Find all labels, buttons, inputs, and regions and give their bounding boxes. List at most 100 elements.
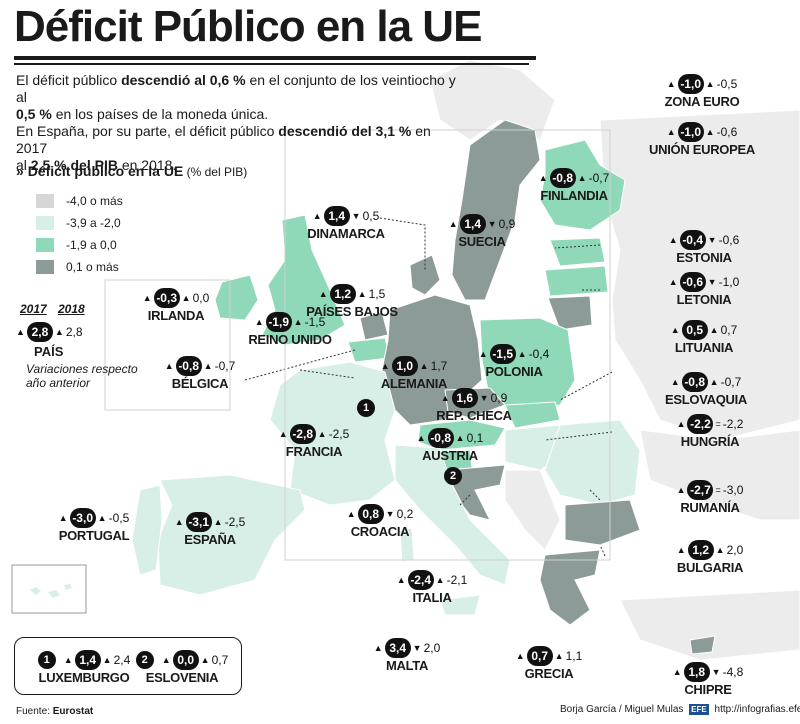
value-2018: 2,0 <box>423 641 441 655</box>
trend-arrow-icon: ▲ <box>142 293 152 303</box>
value-2017-badge: 1,8 <box>683 662 710 682</box>
value-2018: 2,4 <box>113 653 131 667</box>
value-2018: -2,2 <box>722 417 744 431</box>
country-italia: ▲ -2,4 ▲ -2,1 ITALIA <box>362 570 502 605</box>
value-2017-badge: -1,0 <box>677 122 704 142</box>
trend-arrow-icon: = <box>715 419 721 429</box>
country-name: MALTA <box>385 658 429 673</box>
map-spain <box>157 474 306 596</box>
value-2017-badge: 1,6 <box>451 388 478 408</box>
country-bulgaria: ▲ 1,2 ▲ 2,0 BULGARIA <box>640 540 780 575</box>
value-2018: 0,0 <box>192 291 210 305</box>
country-chipre: ▲ 1,8 ▼ -4,8 CHIPRE <box>638 662 778 697</box>
map-latvia <box>544 265 609 297</box>
map-poland <box>479 317 576 411</box>
map-romania <box>544 419 641 506</box>
trend-arrow-icon: ▲ <box>705 79 715 89</box>
country-eslovenia: 2 ▲ 0,0 ▲ 0,7 ESLOVENIA <box>112 650 252 685</box>
trend-arrow-icon: ▲ <box>676 419 686 429</box>
value-2018: -0,7 <box>588 171 610 185</box>
value-2018: -0,5 <box>108 511 130 525</box>
country-marker-number: 1 <box>37 651 56 669</box>
trend-arrow-icon: ▲ <box>63 655 73 665</box>
efe-logo: EFE <box>689 704 709 715</box>
country-países-bajos: ▲ 1,2 ▲ 1,5 PAÍSES BAJOS <box>282 284 422 319</box>
country-name: GRECIA <box>524 666 574 681</box>
trend-arrow-icon: ▲ <box>174 517 184 527</box>
trend-arrow-icon: ▲ <box>312 211 322 221</box>
value-2017-badge: -0,4 <box>679 230 706 250</box>
trend-arrow-icon: ▲ <box>357 289 367 299</box>
value-2018: 0,5 <box>362 209 380 223</box>
trend-arrow-icon: ▲ <box>164 361 174 371</box>
country-zona-euro: ▲ -1,0 ▲ -0,5 ZONA EURO <box>632 74 772 109</box>
country-name: ESLOVAQUIA <box>665 392 747 407</box>
credits: Borja García / Miguel Mulas EFE http://i… <box>560 704 800 715</box>
value-2017-badge: 1,4 <box>74 650 101 670</box>
country-name: ITALIA <box>412 590 452 605</box>
country-grecia: ▲ 0,7 ▲ 1,1 GRECIA <box>479 646 619 681</box>
value-2018: 0,2 <box>396 507 414 521</box>
country-rep-checa: ▲ 1,6 ▼ 0,9 REP. CHECA <box>404 388 544 423</box>
trend-arrow-icon: ▲ <box>478 349 488 359</box>
value-2017-badge: -3,0 <box>69 508 96 528</box>
value-2018: -0,7 <box>214 359 236 373</box>
country-name: REINO UNIDO <box>248 332 332 347</box>
value-2017-badge: -1,9 <box>265 312 292 332</box>
value-2017-badge: 1,2 <box>329 284 356 304</box>
trend-arrow-icon: ▲ <box>380 361 390 371</box>
value-2017-badge: 3,4 <box>384 638 411 658</box>
map-greece <box>539 549 601 626</box>
value-2018: -0,6 <box>718 233 740 247</box>
country-portugal: ▲ -3,0 ▲ -0,5 PORTUGAL <box>24 508 164 543</box>
value-2017-badge: -3,1 <box>185 512 212 532</box>
country-name: SUECIA <box>458 234 506 249</box>
trend-arrow-icon: ▲ <box>515 651 525 661</box>
trend-arrow-icon: ▲ <box>715 545 725 555</box>
value-2017-badge: -0,3 <box>153 288 180 308</box>
trend-arrow-icon: ▼ <box>707 277 717 287</box>
value-2018: -1,5 <box>304 315 326 329</box>
country-name: ALEMANIA <box>380 376 448 391</box>
country-name: LITUANIA <box>674 340 734 355</box>
trend-arrow-icon: ▲ <box>554 651 564 661</box>
value-2017-badge: -0,8 <box>175 356 202 376</box>
country-croacia: ▲ 0,8 ▼ 0,2 CROACIA <box>310 504 450 539</box>
value-2017-badge: 0,0 <box>172 650 199 670</box>
trend-arrow-icon: ▲ <box>181 293 191 303</box>
trend-arrow-icon: ▲ <box>668 235 678 245</box>
trend-arrow-icon: ▲ <box>346 509 356 519</box>
value-2017-badge: -0,8 <box>549 168 576 188</box>
value-2017-badge: -2,4 <box>407 570 434 590</box>
country-name: HUNGRÍA <box>680 434 740 449</box>
trend-arrow-icon: ▲ <box>58 513 68 523</box>
trend-arrow-icon: ▲ <box>666 127 676 137</box>
title-rule <box>14 56 536 60</box>
trend-arrow-icon: ▲ <box>161 655 171 665</box>
map-ireland <box>214 274 259 321</box>
trend-arrow-icon: ▲ <box>396 575 406 585</box>
country-austria: ▲ -0,8 ▲ 0,1 AUSTRIA <box>380 428 520 463</box>
value-2018: 0,7 <box>211 653 229 667</box>
country-name: FINLANDIA <box>540 188 608 203</box>
trend-arrow-icon: ▲ <box>517 349 527 359</box>
legend-title: » Déficit público en la UE (% del PIB) <box>16 163 248 179</box>
map-marker-luxembourg: 1 <box>357 398 375 417</box>
source: Fuente: Eurostat <box>16 706 94 717</box>
map-marker-slovenia: 2 <box>444 466 462 485</box>
country-name: AUSTRIA <box>422 448 478 463</box>
value-2017-badge: 0,7 <box>526 646 553 666</box>
trend-arrow-icon: ▲ <box>538 173 548 183</box>
country-name: RUMANÍA <box>680 500 740 515</box>
country-name: DINAMARCA <box>307 226 385 241</box>
country-estonia: ▲ -0,4 ▼ -0,6 ESTONIA <box>634 230 774 265</box>
trend-arrow-icon: ▲ <box>668 277 678 287</box>
map-slovakia <box>504 401 561 429</box>
value-2018: -1,0 <box>718 275 740 289</box>
country-luxemburgo: 1 ▲ 1,4 ▲ 2,4 LUXEMBURGO <box>14 650 154 685</box>
value-2017-badge: -0,6 <box>679 272 706 292</box>
value-2017-badge: -2,7 <box>687 480 714 500</box>
value-2018: 1,5 <box>368 287 386 301</box>
trend-arrow-icon: ▲ <box>577 173 587 183</box>
